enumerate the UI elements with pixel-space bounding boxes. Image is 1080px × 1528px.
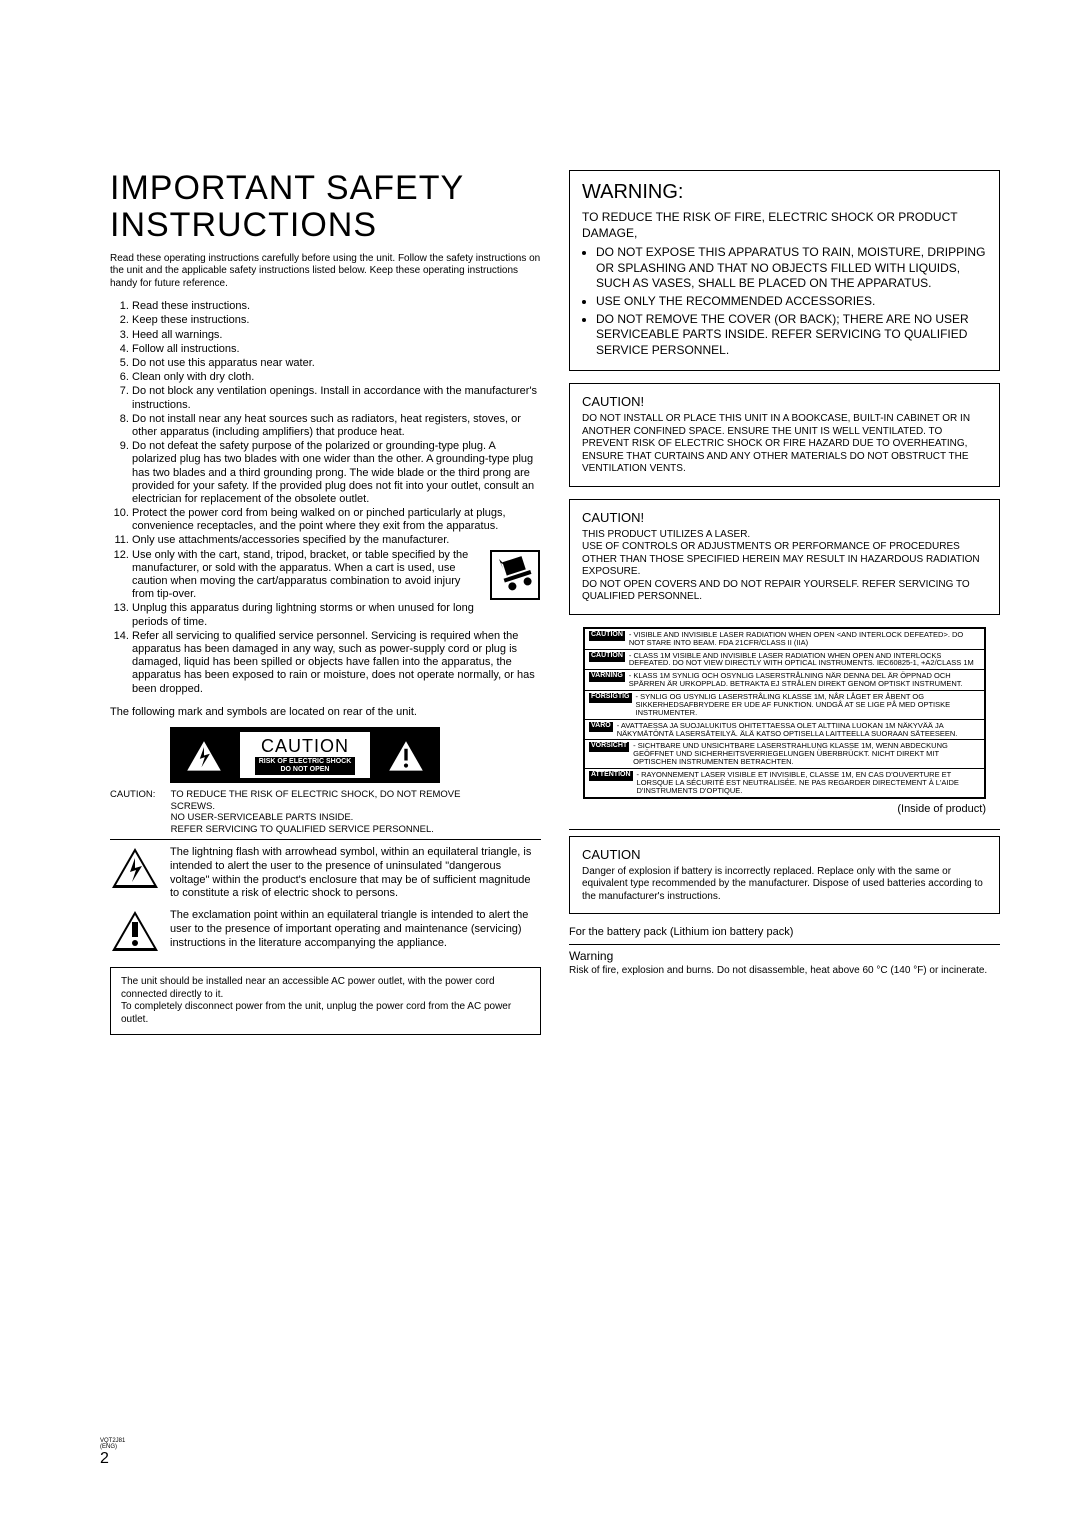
caution-plate: CAUTION RISK OF ELECTRIC SHOCKDO NOT OPE… <box>170 727 440 783</box>
laser-tag: FORSIGTIG <box>589 693 632 703</box>
laser-label-row: VARO - AVATTAESSA JA SUOJALUKITUS OHITETT… <box>585 719 984 740</box>
safety-item: Protect the power cord from being walked… <box>132 507 541 533</box>
safety-item: Heed all warnings. <box>132 329 541 342</box>
laser-label-row: ATTENTION - RAYONNEMENT LASER VISIBLE ET … <box>585 768 984 797</box>
laser-msg: - AVATTAESSA JA SUOJALUKITUS OHITETTAESS… <box>617 722 980 738</box>
laser-tag: ATTENTION <box>589 771 633 781</box>
laser-label-row: CAUTION - CLASS 1M VISIBLE AND INVISIBLE … <box>585 649 984 670</box>
separator-2 <box>569 944 1000 945</box>
safety-item: Only use attachments/accessories specifi… <box>132 534 541 547</box>
warning-box: WARNING: TO REDUCE THE RISK OF FIRE, ELE… <box>569 170 1000 371</box>
laser-msg: - KLASS 1M SYNLIG OCH OSYNLIG LASERSTRÅL… <box>629 672 980 688</box>
laser-tag: CAUTION <box>589 631 625 641</box>
safety-item: Do not use this apparatus near water. <box>132 357 541 370</box>
warning-sub-heading: Warning <box>569 949 1000 963</box>
warning-bullets: DO NOT EXPOSE THIS APPARATUS TO RAIN, MO… <box>582 245 987 358</box>
safety-item: Refer all servicing to qualified service… <box>132 630 541 696</box>
warning-bullet: DO NOT REMOVE THE COVER (OR BACK); THERE… <box>596 312 987 359</box>
page-footer: VQT2J81 (ENG) 2 <box>100 1438 125 1468</box>
cart-tipover-icon <box>489 549 541 601</box>
safety-list: Read these instructions.Keep these instr… <box>110 300 541 695</box>
safety-item: Follow all instructions. <box>132 343 541 356</box>
safety-item: Unplug this apparatus during lightning s… <box>132 602 541 628</box>
exclaim-icon <box>110 909 160 953</box>
symbols-intro: The following mark and symbols are locat… <box>110 706 541 720</box>
laser-msg: - SYNLIG OG USYNLIG LASERSTRÅLING KLASSE… <box>636 693 981 717</box>
laser-msg: - VISIBLE AND INVISIBLE LASER RADIATION … <box>629 631 980 647</box>
right-column: WARNING: TO REDUCE THE RISK OF FIRE, ELE… <box>569 170 1000 1035</box>
laser-label-row: VARNING - KLASS 1M SYNLIG OCH OSYNLIG LAS… <box>585 669 984 690</box>
safety-item: Do not block any ventilation openings. I… <box>132 385 541 411</box>
caution-box-2: CAUTION! THIS PRODUCT UTILIZES A LASER. … <box>569 499 1000 615</box>
inside-of-product: (Inside of product) <box>583 803 986 815</box>
lightning-triangle-icon <box>183 737 225 774</box>
laser-tag: VORSICHT <box>589 742 629 752</box>
safety-item: Keep these instructions. <box>132 314 541 327</box>
laser-label-row: FORSIGTIG - SYNLIG OG USYNLIG LASERSTRÅLI… <box>585 690 984 719</box>
warning-heading: WARNING: <box>582 181 987 204</box>
exclaim-row: The exclamation point within an equilate… <box>110 909 541 953</box>
safety-item: Do not defeat the safety purpose of the … <box>132 440 541 506</box>
laser-label-row: VORSICHT - SICHTBARE UND UNSICHTBARE LASE… <box>585 739 984 768</box>
power-outlet-box: The unit should be installed near an acc… <box>110 967 541 1035</box>
laser-msg: - CLASS 1M VISIBLE AND INVISIBLE LASER R… <box>629 652 980 668</box>
laser-label: CAUTION - VISIBLE AND INVISIBLE LASER RAD… <box>583 627 986 799</box>
page-number: 2 <box>100 1450 109 1467</box>
warning-bullet: DO NOT EXPOSE THIS APPARATUS TO RAIN, MO… <box>596 245 987 292</box>
warning-bullet: USE ONLY THE RECOMMENDED ACCESSORIES. <box>596 294 987 310</box>
laser-tag: CAUTION <box>589 652 625 662</box>
safety-item: Read these instructions. <box>132 300 541 313</box>
plate-caution: CAUTION <box>261 736 349 757</box>
caution-box-1: CAUTION! DO NOT INSTALL OR PLACE THIS UN… <box>569 383 1000 487</box>
laser-msg: - RAYONNEMENT LASER VISIBLE ET INVISIBLE… <box>637 771 980 795</box>
safety-item: Do not install near any heat sources suc… <box>132 413 541 439</box>
battery-note: For the battery pack (Lithium ion batter… <box>569 926 1000 938</box>
exclaim-triangle-icon <box>385 737 427 774</box>
safety-item: Use only with the cart, stand, tripod, b… <box>132 549 541 602</box>
lightning-icon <box>110 846 160 890</box>
caution-table: CAUTION: TO REDUCE THE RISK OF ELECTRIC … <box>110 789 541 840</box>
laser-msg: - SICHTBARE UND UNSICHTBARE LASERSTRAHLU… <box>633 742 980 766</box>
left-column: IMPORTANT SAFETY INSTRUCTIONS Read these… <box>110 170 541 1035</box>
plate-risk: RISK OF ELECTRIC SHOCKDO NOT OPEN <box>255 757 356 774</box>
intro-text: Read these operating instructions carefu… <box>110 253 541 291</box>
separator <box>569 829 1000 830</box>
laser-tag: VARNING <box>589 672 625 682</box>
warning-sub-body: Risk of fire, explosion and burns. Do no… <box>569 965 1000 978</box>
main-title: IMPORTANT SAFETY INSTRUCTIONS <box>110 170 541 245</box>
laser-tag: VARO <box>589 722 613 732</box>
lightning-row: The lightning flash with arrowhead symbo… <box>110 846 541 901</box>
caution-box-3: CAUTION Danger of explosion if battery i… <box>569 836 1000 915</box>
safety-item: Clean only with dry cloth. <box>132 371 541 384</box>
warning-lead: TO REDUCE THE RISK OF FIRE, ELECTRIC SHO… <box>582 210 987 241</box>
page-code: VQT2J81 (ENG) <box>100 1438 125 1450</box>
laser-label-row: CAUTION - VISIBLE AND INVISIBLE LASER RAD… <box>585 629 984 649</box>
